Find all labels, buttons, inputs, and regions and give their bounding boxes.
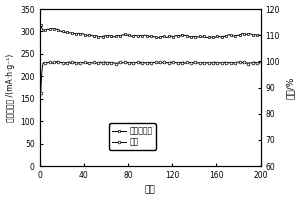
Legend: 放电比容量, 效率: 放电比容量, 效率: [109, 123, 156, 150]
效率: [99, 61, 102, 63]
放电比容量: [48, 28, 51, 31]
效率: [48, 61, 51, 63]
Y-axis label: 质量比电容 /(mA·h·g⁻¹): 质量比电容 /(mA·h·g⁻¹): [6, 53, 15, 122]
效率: [241, 61, 245, 64]
放电比容量: [39, 24, 43, 26]
放电比容量: [80, 32, 83, 35]
放电比容量: [241, 32, 245, 35]
放电比容量: [157, 36, 161, 39]
Y-axis label: 效率/%: 效率/%: [285, 76, 294, 99]
效率: [259, 61, 262, 63]
放电比容量: [249, 33, 252, 35]
效率: [39, 92, 43, 94]
X-axis label: 圈数: 圈数: [145, 185, 155, 194]
效率: [249, 62, 252, 64]
Line: 效率: 效率: [39, 60, 262, 94]
Line: 放电比容量: 放电比容量: [39, 23, 262, 39]
放电比容量: [259, 34, 262, 37]
放电比容量: [52, 27, 56, 30]
效率: [56, 60, 59, 62]
放电比容量: [98, 35, 101, 38]
效率: [52, 61, 56, 64]
效率: [81, 61, 85, 64]
